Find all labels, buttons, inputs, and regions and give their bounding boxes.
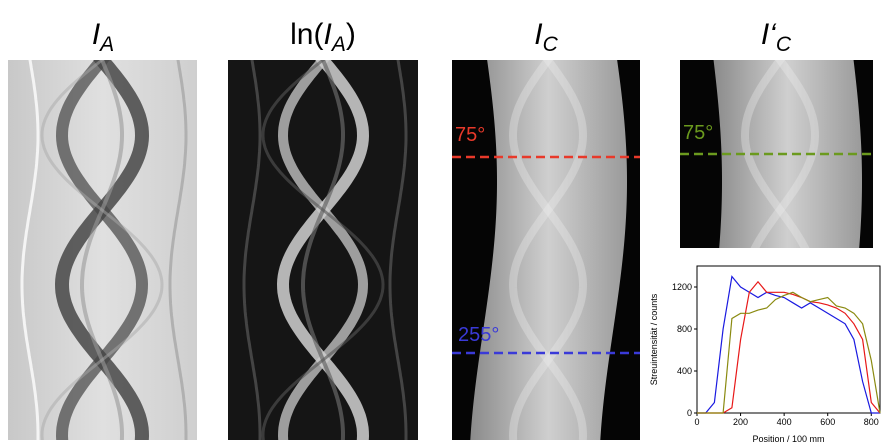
title-part: ) xyxy=(346,18,356,51)
panel-title: ln(IA) xyxy=(290,18,356,56)
sinogram-curve xyxy=(261,60,385,440)
title-part: C xyxy=(776,33,792,56)
sinogram xyxy=(242,60,408,440)
x-tick-label: 400 xyxy=(777,417,792,427)
angle-label: 75° xyxy=(455,124,485,146)
y-tick-label: 1200 xyxy=(672,282,692,292)
sinogram-curve xyxy=(508,60,588,440)
object-band xyxy=(713,60,862,248)
x-tick-label: 600 xyxy=(820,417,835,427)
angle-label: 75° xyxy=(683,122,713,144)
angle-label: 255° xyxy=(458,324,499,346)
title-part: I xyxy=(92,18,100,51)
sinogram-curve xyxy=(276,60,370,440)
x-axis-label: Position / 100 mm xyxy=(752,434,824,444)
object-band xyxy=(470,60,627,440)
sinogram-curve xyxy=(55,60,149,440)
title-part: C xyxy=(543,33,559,56)
sinogram-curve xyxy=(740,60,810,248)
panel-title: IA xyxy=(92,18,114,56)
panel-image xyxy=(8,60,197,440)
sinogram-edge xyxy=(168,60,188,440)
x-tick-label: 0 xyxy=(694,417,699,427)
sinogram-curve xyxy=(54,60,150,440)
y-tick-label: 800 xyxy=(677,324,692,334)
sinogram-curve xyxy=(508,60,588,440)
sinogram-edge xyxy=(20,60,40,440)
data-line xyxy=(697,275,880,414)
data-line xyxy=(697,291,881,414)
sinogram-curve xyxy=(80,60,124,440)
sinogram xyxy=(20,60,188,440)
sinogram-curve xyxy=(277,60,369,440)
title-part: I xyxy=(534,18,542,51)
x-tick-label: 800 xyxy=(864,417,879,427)
title-part: A xyxy=(98,33,114,56)
y-tick-label: 0 xyxy=(687,408,692,418)
chart-frame xyxy=(696,265,881,414)
title-part: ln( xyxy=(290,18,323,51)
title-part: I xyxy=(323,18,331,51)
panel-title: I‘C xyxy=(761,18,792,56)
title-part: I‘ xyxy=(761,18,777,51)
y-axis-label: Streuintensität / counts xyxy=(649,293,659,385)
sinogram-edge xyxy=(242,60,262,440)
sinogram xyxy=(470,60,627,440)
sinogram-edge xyxy=(388,60,408,440)
title-part: A xyxy=(330,33,346,56)
sinogram-curve xyxy=(40,60,164,440)
panel-title: IC xyxy=(534,18,558,56)
sinogram-curve xyxy=(301,60,345,440)
y-tick-label: 400 xyxy=(677,366,692,376)
sinogram xyxy=(713,60,862,248)
x-tick-label: 200 xyxy=(733,417,748,427)
